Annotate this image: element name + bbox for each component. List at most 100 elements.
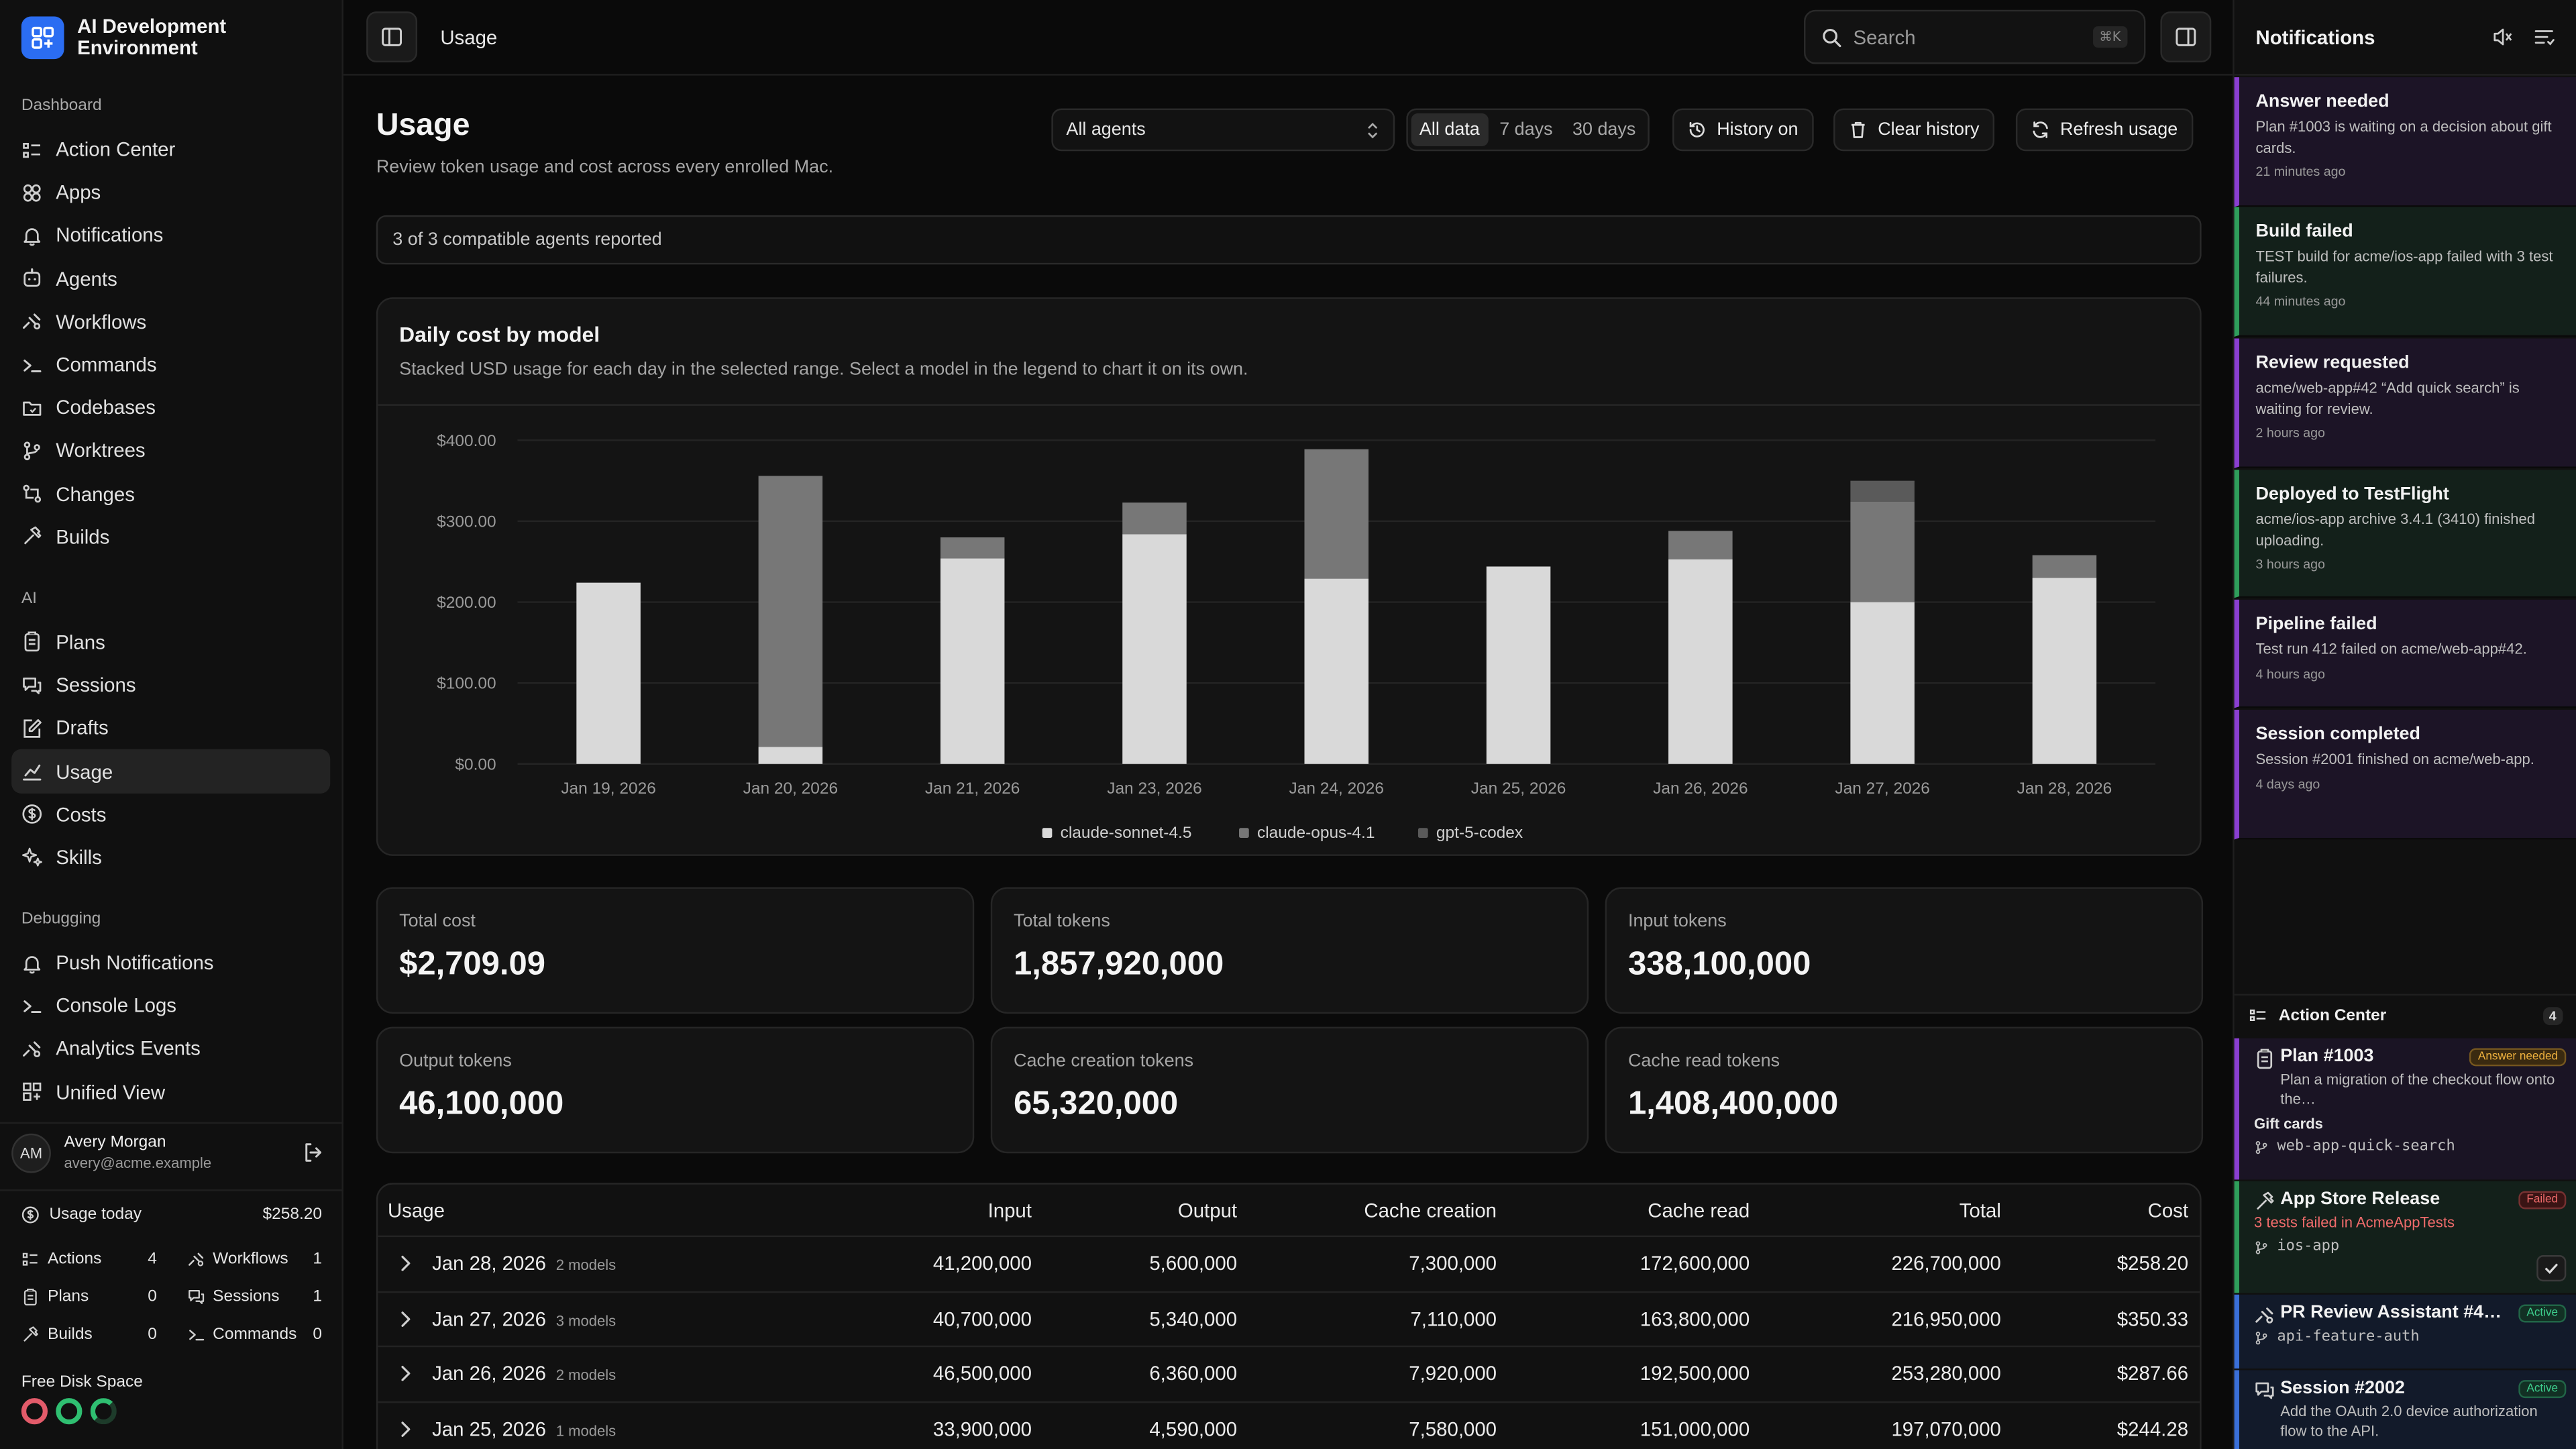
legend-item-claude-sonnet-4-5[interactable]: claude-sonnet-4.5 xyxy=(1042,824,1192,842)
toggle-right-panel-button[interactable] xyxy=(2160,11,2212,63)
logout-icon[interactable] xyxy=(303,1142,324,1163)
sidebar-item-usage[interactable]: Usage xyxy=(11,749,331,793)
chevron-right-icon[interactable] xyxy=(396,1254,415,1273)
notification-item[interactable]: Pipeline failed Test run 412 failed on ac… xyxy=(2234,599,2576,708)
bar-claude-sonnet-4-5[interactable] xyxy=(1122,534,1187,764)
bar-claude-sonnet-4-5[interactable] xyxy=(758,747,823,764)
mute-icon[interactable] xyxy=(2492,26,2514,48)
stat-sessions[interactable]: Sessions 1 xyxy=(186,1278,322,1316)
action-center-header[interactable]: Action Center 4 xyxy=(2234,994,2576,1037)
range-all-data-button[interactable]: All data xyxy=(1411,113,1489,146)
stat-workflows[interactable]: Workflows 1 xyxy=(186,1240,322,1278)
sidebar-item-costs[interactable]: Costs xyxy=(11,793,330,836)
clear-history-button[interactable]: Clear history xyxy=(1833,108,1994,152)
bar-claude-opus-4-1[interactable] xyxy=(1850,501,1915,602)
chevron-right-icon[interactable] xyxy=(396,1364,415,1383)
action-item-app-store-release[interactable]: App Store Release Failed 3 tests failed in… xyxy=(2234,1181,2576,1293)
sidebar-item-notifications[interactable]: Notifications xyxy=(11,214,330,257)
sidebar-item-codebases[interactable]: Codebases xyxy=(11,386,330,429)
bar-claude-opus-4-1[interactable] xyxy=(1122,502,1187,535)
notification-item[interactable]: Review requested acme/web-app#42 “Add qui… xyxy=(2234,338,2576,468)
bar-claude-opus-4-1[interactable] xyxy=(940,537,1005,559)
chevron-right-icon[interactable] xyxy=(396,1419,415,1438)
bar-claude-opus-4-1[interactable] xyxy=(1304,449,1369,579)
sidebar-item-drafts[interactable]: Drafts xyxy=(11,707,330,750)
stat-value: 1 xyxy=(313,1250,323,1269)
sidebar-item-workflows[interactable]: Workflows xyxy=(11,301,330,343)
cell-cache-creation: 7,300,000 xyxy=(1409,1252,1497,1276)
bar-claude-opus-4-1[interactable] xyxy=(1668,531,1733,559)
sidebar-item-push-notifications[interactable]: Push Notifications xyxy=(11,941,330,984)
notification-item[interactable]: Session completed Session #2001 finished … xyxy=(2234,709,2576,840)
stat-grid: Actions 4 Workflows 1 Plans 0 Sessions 1 Builds 0… xyxy=(0,1240,343,1354)
stat-commands[interactable]: Commands 0 xyxy=(186,1316,322,1354)
sidebar-item-console-logs[interactable]: Console Logs xyxy=(11,984,330,1027)
stat-plans[interactable]: Plans 0 xyxy=(21,1278,157,1316)
bar-gpt-5-codex[interactable] xyxy=(1850,480,1915,502)
sidebar-item-label: Usage xyxy=(56,759,113,784)
sidebar-item-worktrees[interactable]: Worktrees xyxy=(11,429,330,472)
sidebar-item-changes[interactable]: Changes xyxy=(11,472,330,515)
refresh-usage-button[interactable]: Refresh usage xyxy=(2015,108,2193,152)
nav-section-title: Debugging xyxy=(21,910,101,928)
sidebar-item-apps[interactable]: Apps xyxy=(11,171,330,214)
sidebar-item-action-center[interactable]: Action Center xyxy=(11,128,330,171)
column-header-cache-creation[interactable]: Cache creation xyxy=(1364,1198,1497,1222)
brand[interactable]: AI Development Environment xyxy=(0,0,341,76)
stat-label-wrap: Commands xyxy=(186,1326,297,1344)
row-model-count: 3 models xyxy=(555,1312,616,1329)
column-header-cost[interactable]: Cost xyxy=(2147,1198,2189,1222)
bar-claude-sonnet-4-5[interactable] xyxy=(940,558,1005,764)
bar-claude-sonnet-4-5[interactable] xyxy=(1668,559,1733,764)
range-30-days-button[interactable]: 30 days xyxy=(1572,119,1636,140)
bar-claude-opus-4-1[interactable] xyxy=(758,476,823,747)
bar-claude-sonnet-4-5[interactable] xyxy=(2032,578,2097,764)
bar-claude-sonnet-4-5[interactable] xyxy=(1304,578,1369,764)
stat-actions[interactable]: Actions 4 xyxy=(21,1240,157,1278)
action-item-plan-1003[interactable]: Plan #1003 Answer needed Plan a migration … xyxy=(2234,1038,2576,1180)
action-item-session-2002[interactable]: Session #2002 Active Add the OAuth 2.0 dev… xyxy=(2234,1370,2576,1449)
sidebar-item-skills[interactable]: Skills xyxy=(11,836,330,879)
table-row[interactable]: Jan 26, 2026 2 models 46,500,000 6,360,000 7… xyxy=(378,1347,2200,1403)
notification-item[interactable]: Build failed TEST build for acme/ios-app … xyxy=(2234,207,2576,337)
table-row[interactable]: Jan 28, 2026 2 models 41,200,000 5,600,000 7… xyxy=(378,1237,2200,1293)
notification-item[interactable]: Deployed to TestFlight acme/ios-app archi… xyxy=(2234,470,2576,598)
bar-claude-sonnet-4-5[interactable] xyxy=(576,582,641,764)
range-7-days-button[interactable]: 7 days xyxy=(1499,119,1553,140)
user-profile[interactable]: AM Avery Morgan avery@acme.example xyxy=(0,1122,343,1181)
sidebar-item-commands[interactable]: Commands xyxy=(11,343,330,386)
bar-claude-sonnet-4-5[interactable] xyxy=(1850,602,1915,764)
column-header-usage[interactable]: Usage xyxy=(387,1198,445,1222)
history-toggle-button[interactable]: History on xyxy=(1672,108,1813,152)
search-input[interactable]: Search ⌘K xyxy=(1804,9,2146,64)
notification-item[interactable]: Answer needed Plan #1003 is waiting on a … xyxy=(2234,77,2576,207)
usage-today[interactable]: Usage today $258.20 xyxy=(0,1197,343,1230)
column-header-total[interactable]: Total xyxy=(1959,1198,2001,1222)
table-row[interactable]: Jan 27, 2026 3 models 40,700,000 5,340,000 7… xyxy=(378,1292,2200,1348)
stat-builds[interactable]: Builds 0 xyxy=(21,1316,157,1354)
column-header-cache-read[interactable]: Cache read xyxy=(1648,1198,1750,1222)
sidebar-item-agents[interactable]: Agents xyxy=(11,257,330,300)
table-row[interactable]: Jan 25, 2026 1 models 33,900,000 4,590,000 7… xyxy=(378,1402,2200,1449)
sidebar-item-plans[interactable]: Plans xyxy=(11,621,330,663)
column-header-output[interactable]: Output xyxy=(1177,1198,1238,1222)
mark-all-read-icon[interactable] xyxy=(2533,26,2555,48)
agent-filter-select[interactable]: All agents xyxy=(1051,108,1395,152)
cell-cost: $287.66 xyxy=(2116,1362,2189,1386)
sidebar-item-sessions[interactable]: Sessions xyxy=(11,664,330,707)
bar-claude-sonnet-4-5[interactable] xyxy=(1486,566,1551,764)
legend-item-gpt-5-codex[interactable]: gpt-5-codex xyxy=(1417,824,1523,842)
approve-check-button[interactable] xyxy=(2536,1255,2567,1282)
stat-label-wrap: Actions xyxy=(21,1250,101,1269)
bar-claude-opus-4-1[interactable] xyxy=(2032,555,2097,578)
toggle-sidebar-button[interactable] xyxy=(366,11,418,63)
sidebar-item-builds[interactable]: Builds xyxy=(11,515,330,558)
action-item-pr-review-assistant-4[interactable]: PR Review Assistant #4… Active api-feature… xyxy=(2234,1294,2576,1369)
stacked-bar-chart: $0.00 $100.00 $200.00 $300.00 $400.00 Jan 19,… xyxy=(437,432,2156,842)
stat-label: Builds xyxy=(48,1326,93,1344)
sidebar-item-analytics-events[interactable]: Analytics Events xyxy=(11,1028,330,1071)
sidebar-item-unified-view[interactable]: Unified View xyxy=(11,1071,330,1114)
column-header-input[interactable]: Input xyxy=(987,1198,1032,1222)
chevron-right-icon[interactable] xyxy=(396,1309,415,1328)
legend-item-claude-opus-4-1[interactable]: claude-opus-4.1 xyxy=(1239,824,1375,842)
